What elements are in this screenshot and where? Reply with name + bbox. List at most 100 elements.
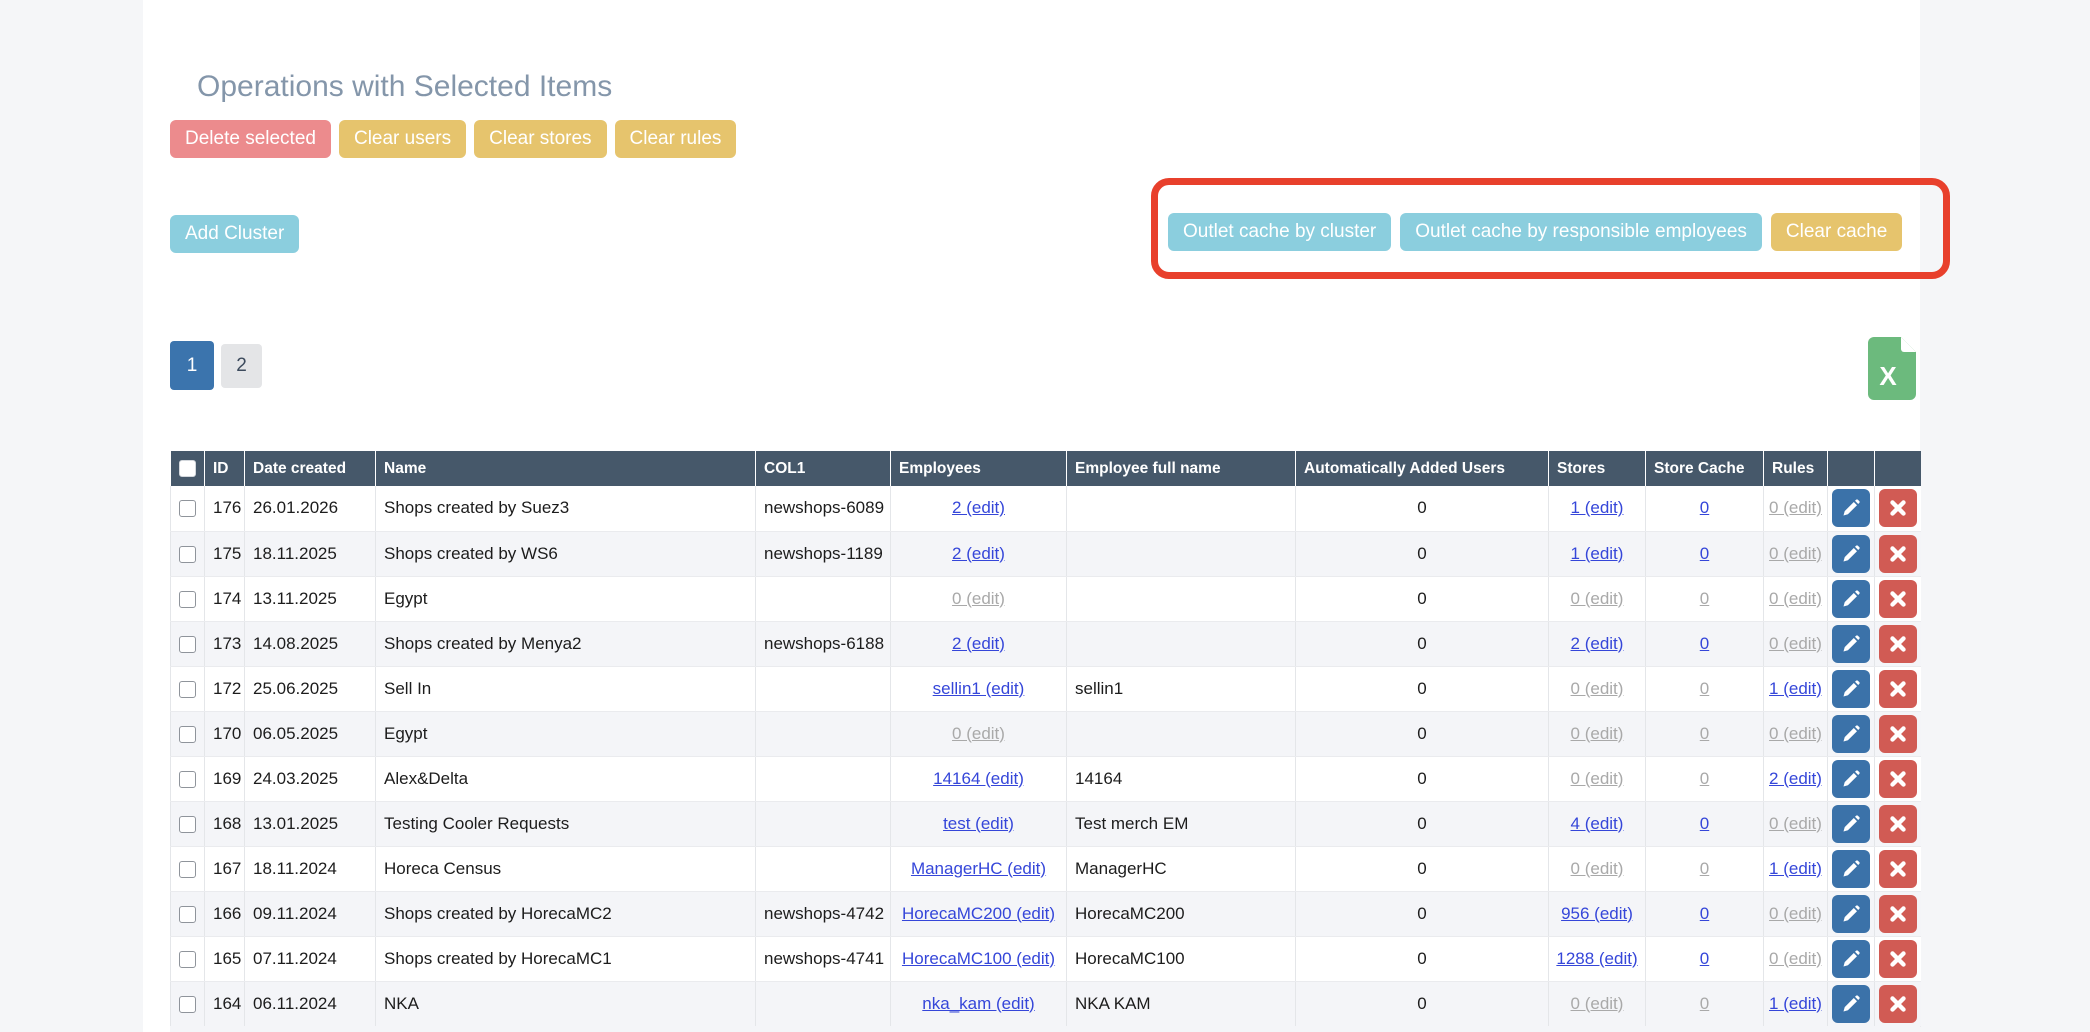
x-icon <box>1890 905 1906 922</box>
cell-col1: newshops-1189 <box>755 531 891 577</box>
cell-rules: 0 (edit) <box>1763 891 1828 937</box>
row-checkbox[interactable] <box>179 635 196 653</box>
delete-row-button[interactable] <box>1878 714 1917 753</box>
delete-row-button[interactable] <box>1878 849 1917 888</box>
employees-edit-link[interactable]: 14164 (edit) <box>933 768 1024 788</box>
edit-row-button[interactable] <box>1832 759 1870 798</box>
edit-row-button[interactable] <box>1832 579 1870 618</box>
clear-users-button[interactable]: Clear users <box>338 120 467 158</box>
cell-delete <box>1874 936 1921 982</box>
row-checkbox[interactable] <box>179 500 196 518</box>
delete-row-button[interactable] <box>1878 489 1917 528</box>
cell-auto-added-users: 0 <box>1295 576 1549 622</box>
cell-name: Sell In <box>375 666 756 712</box>
cell-store-cache: 0 <box>1645 801 1764 847</box>
stores-edit-link[interactable]: 956 (edit) <box>1561 903 1633 923</box>
cell-select <box>170 891 205 937</box>
employees-edit-link[interactable]: nka_kam (edit) <box>922 993 1035 1013</box>
row-checkbox[interactable] <box>179 815 196 833</box>
edit-row-button[interactable] <box>1832 489 1870 528</box>
employees-edit-link[interactable]: 2 (edit) <box>952 498 1005 518</box>
delete-row-button[interactable] <box>1878 624 1917 663</box>
edit-row-button[interactable] <box>1832 534 1870 573</box>
rules-edit-link[interactable]: 1 (edit) <box>1769 993 1822 1013</box>
cell-delete <box>1874 756 1921 802</box>
page-button-2[interactable]: 2 <box>221 343 262 388</box>
excel-export-icon[interactable]: X <box>1868 337 1916 400</box>
page-button-1[interactable]: 1 <box>170 341 214 390</box>
stores-edit-link[interactable]: 4 (edit) <box>1570 813 1624 833</box>
cell-date-created: 14.08.2025 <box>244 621 376 667</box>
rules-edit-link: 0 (edit) <box>1769 498 1822 518</box>
edit-row-button[interactable] <box>1832 669 1870 708</box>
employees-edit-link[interactable]: 2 (edit) <box>952 633 1005 653</box>
edit-row-button[interactable] <box>1832 849 1870 888</box>
row-checkbox[interactable] <box>179 725 196 743</box>
excel-letter: X <box>1879 361 1897 391</box>
cell-delete <box>1874 621 1921 667</box>
cell-employees: ManagerHC (edit) <box>890 846 1067 892</box>
edit-row-button[interactable] <box>1832 714 1870 753</box>
employees-edit-link[interactable]: HorecaMC100 (edit) <box>901 948 1056 968</box>
store-cache-link[interactable]: 0 <box>1699 948 1710 968</box>
rules-edit-link[interactable]: 2 (edit) <box>1769 768 1822 788</box>
cell-employees: 0 (edit) <box>890 711 1067 757</box>
store-cache-link[interactable]: 0 <box>1699 813 1710 833</box>
rules-edit-link[interactable]: 1 (edit) <box>1769 678 1822 698</box>
stores-edit-link[interactable]: 1288 (edit) <box>1556 948 1638 968</box>
edit-row-button[interactable] <box>1832 804 1870 843</box>
cell-store-cache: 0 <box>1645 756 1764 802</box>
cell-id: 174 <box>204 576 245 622</box>
select-all-checkbox[interactable] <box>178 459 196 477</box>
row-checkbox[interactable] <box>179 770 196 788</box>
cell-edit <box>1827 936 1875 982</box>
row-checkbox[interactable] <box>179 680 196 698</box>
store-cache-link[interactable]: 0 <box>1699 903 1710 923</box>
clear-rules-button[interactable]: Clear rules <box>614 120 737 158</box>
cell-employees: 14164 (edit) <box>890 756 1067 802</box>
x-icon <box>1890 500 1906 516</box>
store-cache-link[interactable]: 0 <box>1699 543 1710 563</box>
cell-select <box>170 981 205 1027</box>
delete-row-button[interactable] <box>1878 579 1917 618</box>
employees-edit-link[interactable]: HorecaMC200 (edit) <box>901 903 1056 923</box>
delete-row-button[interactable] <box>1878 804 1917 843</box>
stores-edit-link[interactable]: 1 (edit) <box>1570 498 1624 518</box>
employees-edit-link[interactable]: ManagerHC (edit) <box>910 858 1047 878</box>
clear-cache-button[interactable]: Clear cache <box>1770 213 1903 251</box>
x-icon <box>1890 635 1906 652</box>
stores-edit-link[interactable]: 1 (edit) <box>1570 543 1624 563</box>
row-checkbox[interactable] <box>179 905 196 923</box>
store-cache-link[interactable]: 0 <box>1699 498 1710 518</box>
cell-col1: newshops-6089 <box>755 486 891 532</box>
cell-date-created: 25.06.2025 <box>244 666 376 712</box>
store-cache-link: 0 <box>1699 678 1710 698</box>
delete-row-button[interactable] <box>1878 669 1917 708</box>
stores-edit-link[interactable]: 2 (edit) <box>1570 633 1624 653</box>
employees-edit-link[interactable]: 2 (edit) <box>952 543 1005 563</box>
row-checkbox[interactable] <box>179 950 196 968</box>
row-checkbox[interactable] <box>179 590 196 608</box>
delete-selected-button[interactable]: Delete selected <box>170 120 331 158</box>
outlet-cache-by-responsible-employees-button[interactable]: Outlet cache by responsible employees <box>1400 213 1762 251</box>
add-cluster-button[interactable]: Add Cluster <box>170 215 300 253</box>
employees-edit-link[interactable]: test (edit) <box>943 813 1014 833</box>
edit-row-button[interactable] <box>1832 984 1870 1023</box>
delete-row-button[interactable] <box>1878 894 1917 933</box>
delete-row-button[interactable] <box>1878 984 1917 1023</box>
delete-row-button[interactable] <box>1878 534 1917 573</box>
delete-row-button[interactable] <box>1878 939 1917 978</box>
rules-edit-link[interactable]: 1 (edit) <box>1769 858 1822 878</box>
cell-delete <box>1874 666 1921 712</box>
row-checkbox[interactable] <box>179 995 196 1013</box>
store-cache-link[interactable]: 0 <box>1699 633 1710 653</box>
edit-row-button[interactable] <box>1832 939 1870 978</box>
row-checkbox[interactable] <box>179 860 196 878</box>
clear-stores-button[interactable]: Clear stores <box>474 120 607 158</box>
delete-row-button[interactable] <box>1878 759 1917 798</box>
edit-row-button[interactable] <box>1832 624 1870 663</box>
outlet-cache-by-cluster-button[interactable]: Outlet cache by cluster <box>1168 213 1392 251</box>
edit-row-button[interactable] <box>1832 894 1870 933</box>
row-checkbox[interactable] <box>179 545 196 563</box>
employees-edit-link[interactable]: sellin1 (edit) <box>932 678 1025 698</box>
